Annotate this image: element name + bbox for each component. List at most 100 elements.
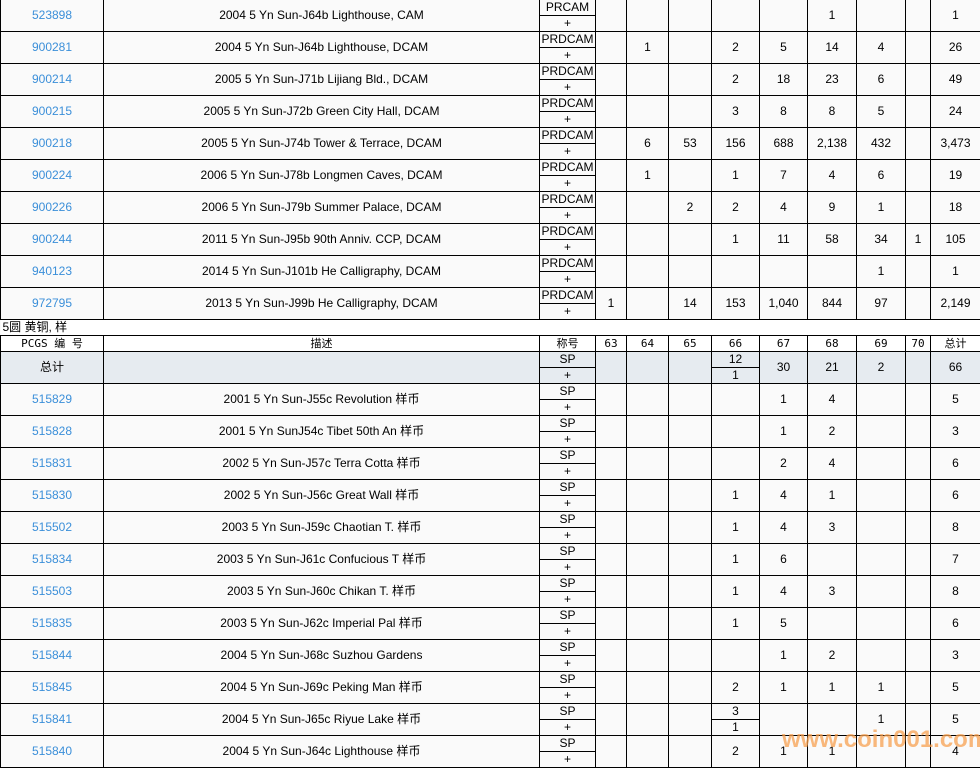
- pcgs-number-link[interactable]: 515502: [1, 512, 104, 544]
- column-header: 描述: [104, 336, 540, 352]
- description: 2003 5 Yn Sun-J61c Confucious T 样币: [104, 544, 540, 576]
- grade-66-count: 1: [712, 608, 760, 640]
- grade-70-count: [906, 32, 931, 64]
- total-count: 3: [931, 640, 980, 672]
- designation: SP: [540, 480, 596, 496]
- grade-68-count: [808, 256, 857, 288]
- pcgs-number-link[interactable]: 515841: [1, 704, 104, 736]
- description: 2001 5 Yn Sun-J55c Revolution 样币: [104, 384, 540, 416]
- grade-67-count: 4: [760, 512, 808, 544]
- pcgs-number-link[interactable]: 515840: [1, 736, 104, 768]
- designation: SP: [540, 672, 596, 688]
- grade-63-count: [596, 352, 627, 384]
- plus-designation: +: [540, 144, 596, 160]
- grade-70-count: [906, 288, 931, 320]
- total-count: 6: [931, 608, 980, 640]
- grade-70-count: [906, 640, 931, 672]
- grade-67-count: 11: [760, 224, 808, 256]
- grade-68-count: 2: [808, 640, 857, 672]
- pcgs-number-link[interactable]: 515835: [1, 608, 104, 640]
- description: 2006 5 Yn Sun-J79b Summer Palace, DCAM: [104, 192, 540, 224]
- pcgs-number-link[interactable]: 523898: [1, 0, 104, 32]
- plus-designation: +: [540, 16, 596, 32]
- designation: SP: [540, 512, 596, 528]
- grade-63-count: [596, 640, 627, 672]
- grade-63-count: [596, 32, 627, 64]
- grade-69-count: [857, 384, 906, 416]
- grade-65-count: [669, 480, 712, 512]
- grade-70-count: [906, 480, 931, 512]
- grade-66-count: 1: [712, 544, 760, 576]
- plus-designation: +: [540, 560, 596, 576]
- grade-66-count: 1: [712, 224, 760, 256]
- grade-68-count: 21: [808, 352, 857, 384]
- pcgs-number-link[interactable]: 940123: [1, 256, 104, 288]
- pcgs-number-link[interactable]: 900281: [1, 32, 104, 64]
- pcgs-number-link[interactable]: 900244: [1, 224, 104, 256]
- pcgs-number-link[interactable]: 515834: [1, 544, 104, 576]
- grade-64-count: [627, 224, 669, 256]
- column-header: 66: [712, 336, 760, 352]
- pcgs-number-link[interactable]: 900218: [1, 128, 104, 160]
- pcgs-number-link[interactable]: 900214: [1, 64, 104, 96]
- grade-67-count: 5: [760, 608, 808, 640]
- grade-68-count: 1: [808, 672, 857, 704]
- designation: PRDCAM: [540, 96, 596, 112]
- grade-70-count: [906, 256, 931, 288]
- grade-65-count: [669, 640, 712, 672]
- total-count: 1: [931, 0, 980, 32]
- column-header: 63: [596, 336, 627, 352]
- plus-designation: +: [540, 304, 596, 320]
- description: 2004 5 Yn Sun-J69c Peking Man 样币: [104, 672, 540, 704]
- grade-69-count: 34: [857, 224, 906, 256]
- plus-designation: +: [540, 368, 596, 384]
- grade-70-count: [906, 672, 931, 704]
- grade-70-count: [906, 544, 931, 576]
- grade-66-count: [712, 0, 760, 32]
- column-header: 70: [906, 336, 931, 352]
- grade-67-count: 1: [760, 640, 808, 672]
- grade-66-count: 156: [712, 128, 760, 160]
- grade-63-count: [596, 544, 627, 576]
- grade-64-count: [627, 192, 669, 224]
- grade-65-count: [669, 256, 712, 288]
- grade-66-count: 3: [712, 96, 760, 128]
- description: 2001 5 Yn SunJ54c Tibet 50th An 样币: [104, 416, 540, 448]
- grade-70-count: [906, 128, 931, 160]
- grade-68-count: [808, 608, 857, 640]
- pcgs-number-link[interactable]: 900224: [1, 160, 104, 192]
- grade-65-count: [669, 544, 712, 576]
- pcgs-number-link[interactable]: 515828: [1, 416, 104, 448]
- pcgs-number-link[interactable]: 515503: [1, 576, 104, 608]
- pcgs-number-link[interactable]: 515844: [1, 640, 104, 672]
- grade-67-count: 1: [760, 416, 808, 448]
- pcgs-number-link[interactable]: 900215: [1, 96, 104, 128]
- grade-68-count: 4: [808, 160, 857, 192]
- grade-63-count: [596, 0, 627, 32]
- grade-69-count: 2: [857, 352, 906, 384]
- pcgs-number-link[interactable]: 515830: [1, 480, 104, 512]
- grade-65-count: [669, 352, 712, 384]
- pcgs-number-link[interactable]: 515831: [1, 448, 104, 480]
- designation: PRDCAM: [540, 256, 596, 272]
- pcgs-number-link[interactable]: 515845: [1, 672, 104, 704]
- column-header: 65: [669, 336, 712, 352]
- plus-designation: +: [540, 432, 596, 448]
- grade-64-count: [627, 352, 669, 384]
- designation: SP: [540, 576, 596, 592]
- grade-65-count: [669, 576, 712, 608]
- grade-65-count: [669, 384, 712, 416]
- grade-69-count: 1: [857, 672, 906, 704]
- grade-64-count: [627, 416, 669, 448]
- total-count: 6: [931, 480, 980, 512]
- pcgs-number-link[interactable]: 972795: [1, 288, 104, 320]
- pcgs-number-link[interactable]: 515829: [1, 384, 104, 416]
- pcgs-number-link[interactable]: 900226: [1, 192, 104, 224]
- description: 2002 5 Yn Sun-J57c Terra Cotta 样币: [104, 448, 540, 480]
